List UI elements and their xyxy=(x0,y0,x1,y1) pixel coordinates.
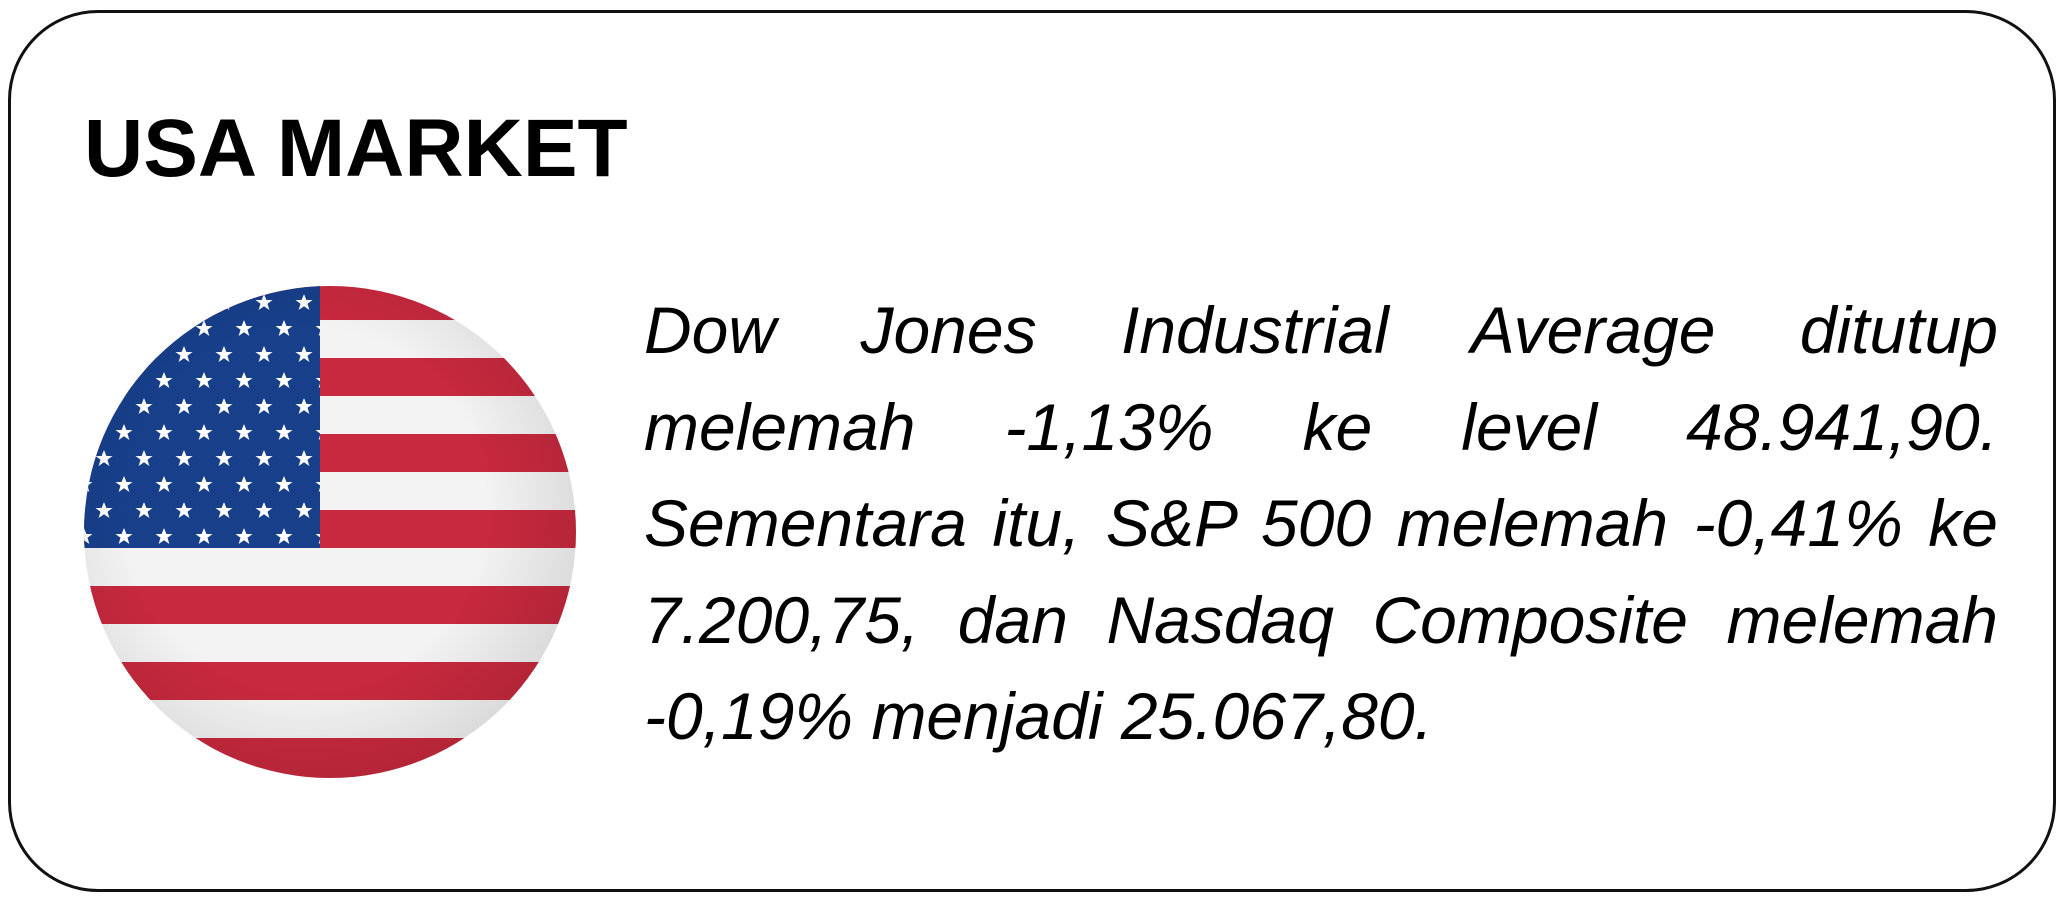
usa-flag-icon xyxy=(80,282,580,782)
page: USA MARKET xyxy=(0,0,2067,924)
card-title: USA MARKET xyxy=(84,108,628,190)
market-summary: Dow Jones Industrial Average ditutup mel… xyxy=(644,282,1998,765)
